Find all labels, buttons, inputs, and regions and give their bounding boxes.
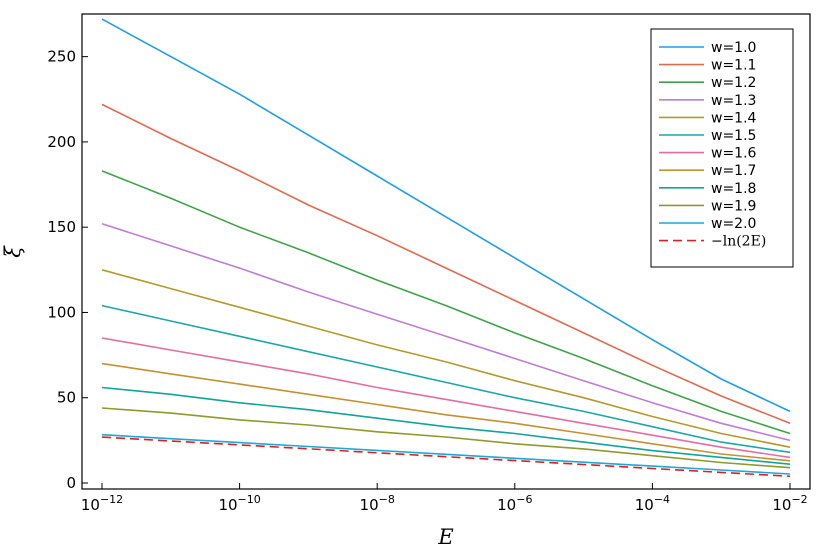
x-tick-label: 10−8 [360, 493, 395, 514]
series-line [101, 170, 791, 435]
y-tick-label: 0 [66, 474, 76, 492]
series-line [101, 103, 791, 425]
legend: w=1.0 w=1.1w=1.2 w=1.3w=1.4 w=1.5 w=1.6w=1.7… [650, 28, 794, 268]
series-line [101, 407, 791, 469]
legend-label: w=1.0 [711, 40, 756, 56]
series-line [101, 18, 791, 413]
series-lines [101, 18, 791, 478]
series-line [101, 337, 791, 459]
x-tick-label: 10−10 [218, 493, 260, 514]
y-tick-label: 150 [47, 218, 76, 236]
y-axis-label: ξ [1, 245, 25, 258]
legend-label: w=1.3 [711, 93, 756, 109]
legend-label: w=1.5 [711, 128, 756, 144]
x-tick-label: 10−2 [772, 493, 807, 514]
x-tick-label: 10−4 [635, 493, 670, 514]
series-line [101, 386, 791, 465]
legend-label: w=1.8 [711, 181, 756, 197]
series-line [101, 223, 791, 442]
series-line [101, 269, 791, 448]
legend-label: w=1.9 [711, 198, 756, 214]
x-axis: 10−12 10−10 10−8 10−6 10−4 10−2 [81, 483, 808, 514]
legend-label: w=1.4 [711, 110, 757, 126]
y-axis: 0 50 100 150 200 250 [47, 48, 88, 492]
legend-label: w=2.0 [711, 216, 756, 232]
legend-label: −ln(2E) [711, 234, 766, 250]
plot-frame [81, 13, 811, 490]
y-tick-label: 250 [47, 48, 76, 66]
legend-box [650, 28, 794, 268]
series-line [101, 436, 791, 478]
y-tick-label: 200 [47, 133, 76, 151]
legend-label: w=1.6 [711, 146, 757, 162]
legend-label: w=1.2 [711, 75, 756, 91]
x-tick-label: 10−12 [81, 493, 123, 514]
x-axis-label: E [437, 525, 453, 549]
legend-label: w=1.7 [711, 163, 756, 179]
series-line [101, 433, 791, 475]
series-line [101, 304, 791, 454]
series-line [101, 362, 791, 462]
legend-label: w=1.1 [711, 58, 756, 74]
y-tick-label: 50 [57, 389, 76, 407]
y-tick-label: 100 [47, 303, 76, 321]
x-tick-label: 10−6 [497, 493, 532, 514]
